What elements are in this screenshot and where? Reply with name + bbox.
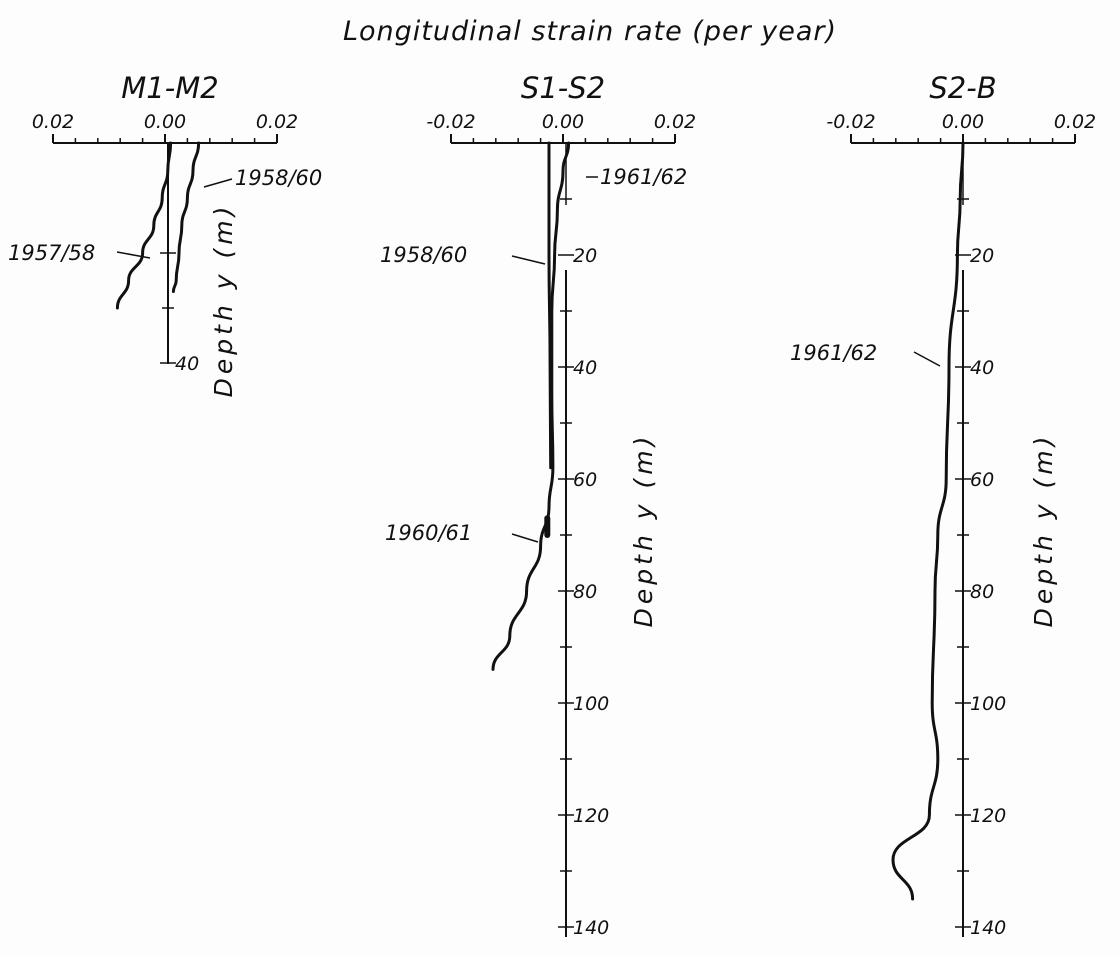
x-tick-label: 0.00 xyxy=(942,111,984,133)
annotation-leader xyxy=(511,255,546,265)
y-axis-label: Depth y (m) xyxy=(629,433,658,628)
y-tick-label: 100 xyxy=(970,693,1006,715)
annotation-leader xyxy=(913,351,941,367)
x-tick-label: 0.00 xyxy=(144,111,186,133)
x-tick-label: -0.02 xyxy=(826,111,875,133)
y-tick-label: 140 xyxy=(970,917,1006,939)
panel-3: S2-B -0.02 0.00 0.02 20 40 60 80 100 120 140 Depth … xyxy=(790,71,1096,939)
y-axis-label: Depth y (m) xyxy=(209,203,238,398)
x-tick-label: 0.00 xyxy=(542,111,584,133)
y-tick-label: 120 xyxy=(573,805,609,827)
y-tick-label: 40 xyxy=(175,353,199,375)
y-tick-label: 120 xyxy=(970,805,1006,827)
panel-title: S2-B xyxy=(929,71,996,105)
y-tick-label: 20 xyxy=(573,245,597,267)
y-tick-label: 80 xyxy=(573,581,597,603)
x-tick-label: 0.02 xyxy=(654,111,696,133)
y-tick-label: 80 xyxy=(970,581,994,603)
series-line-1958-60 xyxy=(547,141,553,470)
y-axis-label: Depth y (m) xyxy=(1029,433,1058,628)
panel-title: S1-S2 xyxy=(521,71,605,105)
figure-title: Longitudinal strain rate (per year) xyxy=(343,16,837,47)
panel-1: M1-M2 0.02 0.00 0.02 40 Depth y (m) 1957/58 195… xyxy=(8,71,322,397)
y-tick-label: 100 xyxy=(573,693,609,715)
series-label: 1958/60 xyxy=(235,166,322,190)
y-tick-label: 140 xyxy=(573,917,609,939)
panel-title: M1-M2 xyxy=(121,71,218,105)
y-tick-label: 40 xyxy=(573,357,597,379)
series-label: 1960/61 xyxy=(385,521,472,545)
y-tick-label: 60 xyxy=(970,469,994,491)
series-label: 1961/62 xyxy=(790,341,877,365)
series-line-1957-58 xyxy=(115,141,173,310)
annotation-leader xyxy=(511,533,539,543)
annotation-leader xyxy=(116,251,151,259)
x-tick-label: 0.02 xyxy=(1054,111,1096,133)
series-label: 1957/58 xyxy=(8,241,95,265)
series-label: 1961/62 xyxy=(600,165,687,189)
y-tick-label: 60 xyxy=(573,469,597,491)
y-tick-label: 40 xyxy=(970,357,994,379)
annotation-leader xyxy=(203,178,233,188)
series-label: 1958/60 xyxy=(380,243,467,267)
y-tick-label: 20 xyxy=(970,245,994,267)
series-line-1961-62 xyxy=(491,141,571,671)
series-line-1961-62 xyxy=(891,141,965,901)
series-line-1958-60 xyxy=(171,141,201,293)
panel-2: S1-S2 -0.02 0.00 0.02 20 40 60 80 100 120 140 Depth… xyxy=(380,71,696,939)
x-tick-label: 0.02 xyxy=(256,111,298,133)
x-tick-label: -0.02 xyxy=(426,111,475,133)
x-tick-label: 0.02 xyxy=(32,111,74,133)
